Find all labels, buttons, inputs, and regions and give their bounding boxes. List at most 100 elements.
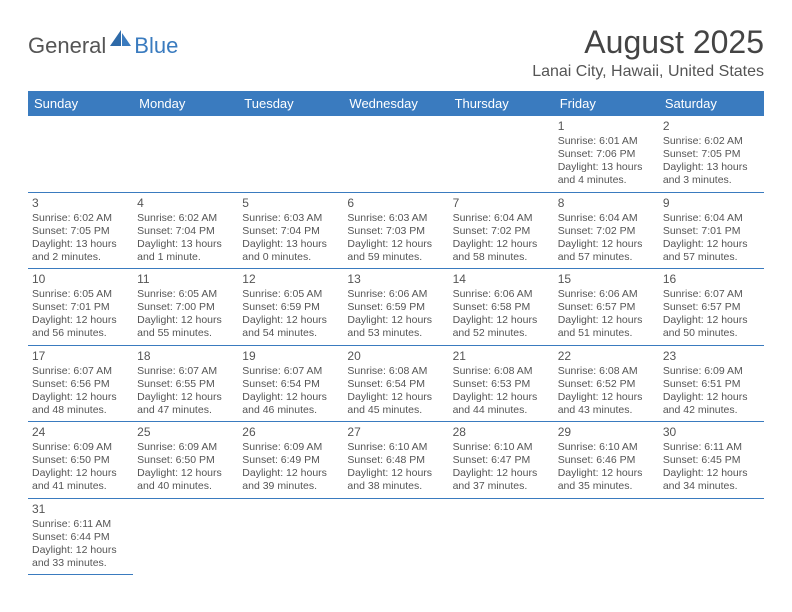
day-number: 19 [242,349,339,364]
sunrise-text: Sunrise: 6:09 AM [242,441,339,454]
sunset-text: Sunset: 6:51 PM [663,378,760,391]
daylight-text: Daylight: 12 hours and 43 minutes. [558,391,655,417]
calendar-cell: 11Sunrise: 6:05 AMSunset: 7:00 PMDayligh… [133,269,238,346]
sunset-text: Sunset: 7:05 PM [32,225,129,238]
sunset-text: Sunset: 6:58 PM [453,301,550,314]
calendar-cell: 3Sunrise: 6:02 AMSunset: 7:05 PMDaylight… [28,192,133,269]
day-number: 27 [347,425,444,440]
sunset-text: Sunset: 7:04 PM [242,225,339,238]
daylight-text: Daylight: 12 hours and 38 minutes. [347,467,444,493]
calendar-row: 10Sunrise: 6:05 AMSunset: 7:01 PMDayligh… [28,269,764,346]
title-block: August 2025 Lanai City, Hawaii, United S… [532,24,764,81]
daylight-text: Daylight: 12 hours and 52 minutes. [453,314,550,340]
sunrise-text: Sunrise: 6:07 AM [32,365,129,378]
sunset-text: Sunset: 6:59 PM [347,301,444,314]
sunset-text: Sunset: 6:54 PM [242,378,339,391]
daylight-text: Daylight: 12 hours and 58 minutes. [453,238,550,264]
sunrise-text: Sunrise: 6:06 AM [453,288,550,301]
sunrise-text: Sunrise: 6:08 AM [453,365,550,378]
calendar-cell: 19Sunrise: 6:07 AMSunset: 6:54 PMDayligh… [238,345,343,422]
calendar-row: 1Sunrise: 6:01 AMSunset: 7:06 PMDaylight… [28,116,764,192]
day-number: 31 [32,502,129,517]
daylight-text: Daylight: 12 hours and 37 minutes. [453,467,550,493]
sail-icon [110,30,132,53]
sunrise-text: Sunrise: 6:08 AM [558,365,655,378]
day-number: 10 [32,272,129,287]
calendar-cell: 16Sunrise: 6:07 AMSunset: 6:57 PMDayligh… [659,269,764,346]
calendar-cell-empty [133,498,238,575]
daylight-text: Daylight: 12 hours and 35 minutes. [558,467,655,493]
sunset-text: Sunset: 6:44 PM [32,531,129,544]
logo-text-blue: Blue [134,33,178,59]
daylight-text: Daylight: 12 hours and 40 minutes. [137,467,234,493]
day-number: 21 [453,349,550,364]
weekday-header: Saturday [659,91,764,116]
calendar-cell: 21Sunrise: 6:08 AMSunset: 6:53 PMDayligh… [449,345,554,422]
calendar-cell-empty [343,498,448,575]
calendar-cell: 1Sunrise: 6:01 AMSunset: 7:06 PMDaylight… [554,116,659,192]
sunset-text: Sunset: 7:06 PM [558,148,655,161]
calendar-cell-empty [133,116,238,192]
calendar-cell: 2Sunrise: 6:02 AMSunset: 7:05 PMDaylight… [659,116,764,192]
calendar-cell: 23Sunrise: 6:09 AMSunset: 6:51 PMDayligh… [659,345,764,422]
calendar-cell: 18Sunrise: 6:07 AMSunset: 6:55 PMDayligh… [133,345,238,422]
day-number: 4 [137,196,234,211]
daylight-text: Daylight: 12 hours and 47 minutes. [137,391,234,417]
sunset-text: Sunset: 6:59 PM [242,301,339,314]
calendar-cell: 25Sunrise: 6:09 AMSunset: 6:50 PMDayligh… [133,422,238,499]
sunrise-text: Sunrise: 6:07 AM [242,365,339,378]
weekday-header: Tuesday [238,91,343,116]
daylight-text: Daylight: 12 hours and 54 minutes. [242,314,339,340]
sunrise-text: Sunrise: 6:01 AM [558,135,655,148]
sunrise-text: Sunrise: 6:04 AM [663,212,760,225]
sunrise-text: Sunrise: 6:10 AM [347,441,444,454]
calendar-cell: 17Sunrise: 6:07 AMSunset: 6:56 PMDayligh… [28,345,133,422]
day-number: 29 [558,425,655,440]
day-number: 15 [558,272,655,287]
sunrise-text: Sunrise: 6:10 AM [453,441,550,454]
day-number: 12 [242,272,339,287]
calendar-cell: 24Sunrise: 6:09 AMSunset: 6:50 PMDayligh… [28,422,133,499]
sunrise-text: Sunrise: 6:11 AM [32,518,129,531]
sunrise-text: Sunrise: 6:09 AM [663,365,760,378]
sunrise-text: Sunrise: 6:10 AM [558,441,655,454]
daylight-text: Daylight: 12 hours and 50 minutes. [663,314,760,340]
sunrise-text: Sunrise: 6:05 AM [32,288,129,301]
sunrise-text: Sunrise: 6:07 AM [137,365,234,378]
sunset-text: Sunset: 6:48 PM [347,454,444,467]
daylight-text: Daylight: 12 hours and 41 minutes. [32,467,129,493]
daylight-text: Daylight: 12 hours and 33 minutes. [32,544,129,570]
calendar-cell: 30Sunrise: 6:11 AMSunset: 6:45 PMDayligh… [659,422,764,499]
calendar-cell: 7Sunrise: 6:04 AMSunset: 7:02 PMDaylight… [449,192,554,269]
weekday-header: Friday [554,91,659,116]
day-number: 26 [242,425,339,440]
day-number: 13 [347,272,444,287]
calendar-row: 3Sunrise: 6:02 AMSunset: 7:05 PMDaylight… [28,192,764,269]
sunset-text: Sunset: 6:49 PM [242,454,339,467]
day-number: 25 [137,425,234,440]
sunset-text: Sunset: 6:54 PM [347,378,444,391]
location: Lanai City, Hawaii, United States [532,63,764,81]
calendar-cell-empty [449,498,554,575]
weekday-header: Thursday [449,91,554,116]
sunset-text: Sunset: 6:47 PM [453,454,550,467]
daylight-text: Daylight: 13 hours and 4 minutes. [558,161,655,187]
month-title: August 2025 [532,24,764,61]
sunrise-text: Sunrise: 6:06 AM [347,288,444,301]
day-number: 9 [663,196,760,211]
daylight-text: Daylight: 12 hours and 55 minutes. [137,314,234,340]
sunset-text: Sunset: 6:45 PM [663,454,760,467]
calendar-cell: 4Sunrise: 6:02 AMSunset: 7:04 PMDaylight… [133,192,238,269]
sunrise-text: Sunrise: 6:04 AM [558,212,655,225]
calendar-cell: 29Sunrise: 6:10 AMSunset: 6:46 PMDayligh… [554,422,659,499]
daylight-text: Daylight: 12 hours and 53 minutes. [347,314,444,340]
calendar-cell-empty [28,116,133,192]
daylight-text: Daylight: 12 hours and 59 minutes. [347,238,444,264]
day-number: 17 [32,349,129,364]
calendar-cell: 13Sunrise: 6:06 AMSunset: 6:59 PMDayligh… [343,269,448,346]
sunset-text: Sunset: 7:03 PM [347,225,444,238]
daylight-text: Daylight: 12 hours and 48 minutes. [32,391,129,417]
logo-text-general: General [28,33,106,59]
sunrise-text: Sunrise: 6:02 AM [137,212,234,225]
calendar-row: 31Sunrise: 6:11 AMSunset: 6:44 PMDayligh… [28,498,764,575]
